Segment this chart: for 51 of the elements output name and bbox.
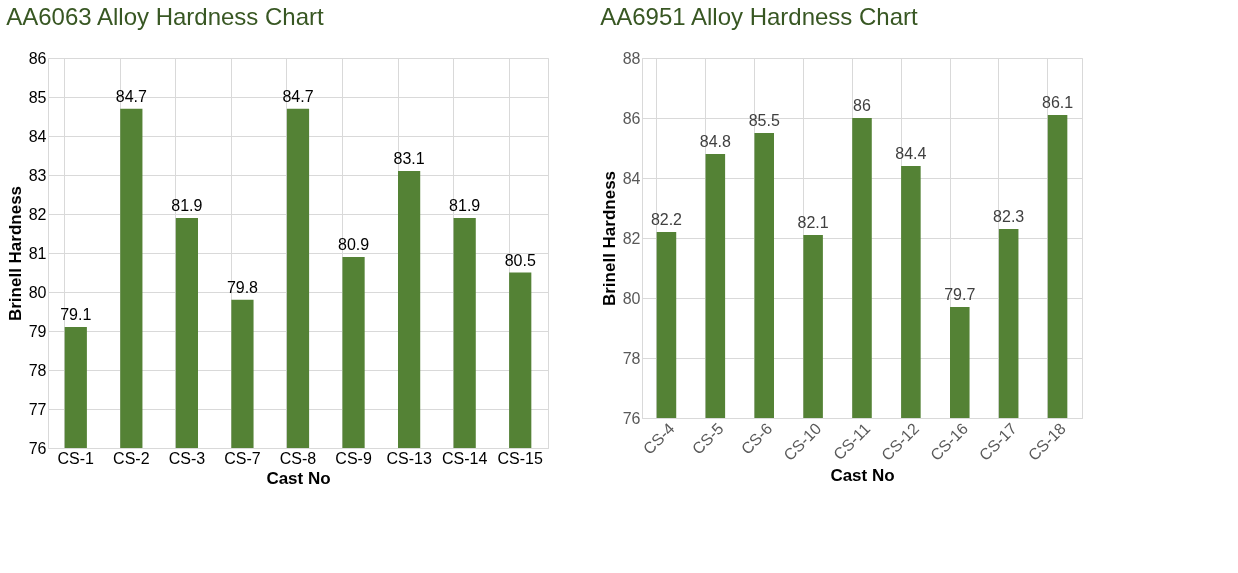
y-tick-label: 82 (28, 205, 47, 223)
y-tick-label: 84 (28, 127, 47, 145)
y-tick-label: 86 (28, 49, 47, 67)
y-tick-label: 76 (28, 439, 47, 457)
x-tick-label: CS-14 (441, 449, 488, 467)
data-label: 83.1 (393, 150, 425, 168)
y-tick-label: 78 (622, 349, 641, 367)
chart-title: AA6951 Alloy Hardness Chart (600, 3, 919, 30)
y-tick-label: 85 (28, 88, 47, 106)
y-tick-label: 80 (28, 283, 47, 301)
x-tick-label: CS-15 (497, 449, 543, 467)
data-label: 79.8 (226, 278, 259, 296)
data-label: 84.7 (282, 87, 314, 105)
y-tick-label: 80 (622, 289, 641, 307)
y-tick-label: 86 (622, 109, 641, 127)
chart-title: AA6063 Alloy Hardness Chart (6, 3, 325, 30)
x-axis-title: Cast No (266, 468, 331, 488)
y-tick-label: 83 (28, 166, 47, 184)
data-label: 81.9 (449, 196, 481, 214)
data-label: 82.2 (650, 211, 683, 228)
data-label: 86.1 (1041, 94, 1074, 111)
data-label: 82.1 (797, 214, 829, 231)
x-tick-label: CS-2 (113, 449, 150, 467)
x-tick-label: CS-1 (57, 449, 95, 467)
data-label: 79.1 (60, 306, 92, 324)
y-axis-title: Brinell Hardness (5, 185, 25, 322)
x-axis-title: Cast No (830, 465, 895, 485)
x-tick-label: CS-7 (224, 449, 261, 467)
data-label: 80.5 (504, 251, 536, 269)
y-tick-label: 82 (622, 229, 641, 247)
x-tick-label: CS-3 (168, 449, 206, 467)
x-tick-label: CS-13 (386, 449, 432, 467)
data-label: 86 (853, 97, 871, 114)
data-label: 79.7 (944, 286, 976, 303)
y-tick-label: 88 (622, 49, 641, 67)
data-label: 82.3 (993, 208, 1025, 225)
data-label: 84.8 (699, 133, 732, 150)
data-label: 85.5 (748, 112, 780, 129)
y-tick-label: 81 (28, 244, 47, 262)
y-tick-label: 84 (622, 169, 641, 187)
y-axis-title: Brinell Hardness (599, 170, 619, 307)
y-tick-label: 76 (622, 409, 641, 427)
x-tick-label: CS-8 (279, 449, 317, 467)
data-label: 80.9 (337, 235, 370, 253)
y-tick-label: 78 (28, 361, 47, 379)
data-label: 81.9 (171, 196, 203, 214)
data-label: 84.4 (895, 145, 927, 162)
y-tick-label: 77 (28, 400, 47, 418)
y-tick-label: 79 (28, 322, 47, 340)
data-label: 84.7 (115, 87, 148, 105)
x-tick-label: CS-9 (335, 449, 372, 467)
